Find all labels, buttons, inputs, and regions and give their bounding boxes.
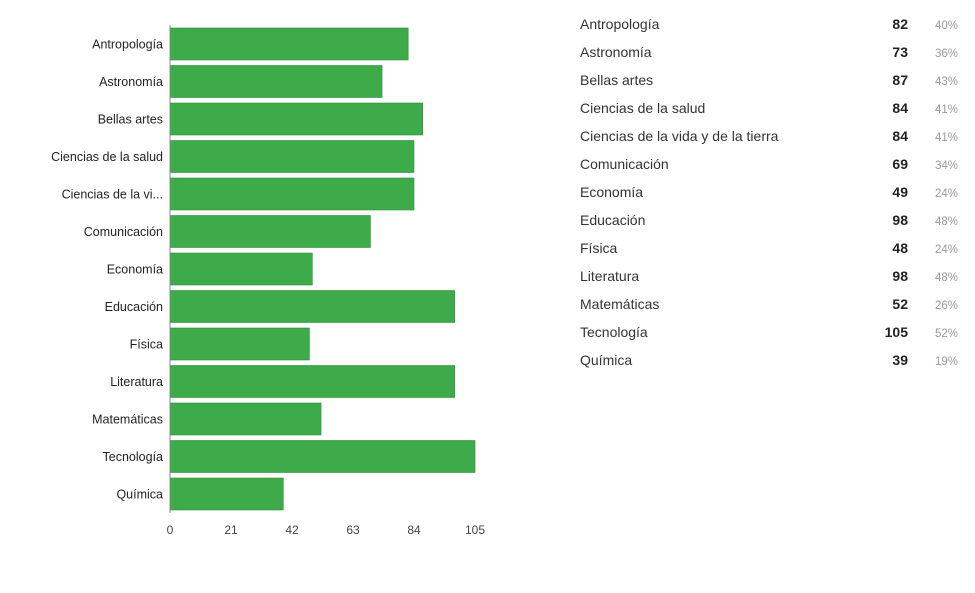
summary-count: 98 <box>892 268 908 284</box>
summary-percent: 48% <box>934 216 958 228</box>
category-label: Ciencias de la vi... <box>62 188 163 202</box>
summary-category-name: Química <box>580 352 633 368</box>
summary-category-name: Literatura <box>580 268 640 284</box>
summary-category-name: Bellas artes <box>580 72 654 88</box>
category-label: Educación <box>105 300 163 314</box>
summary-category-name: Economía <box>580 184 644 200</box>
bar <box>169 402 322 436</box>
summary-percent: 43% <box>934 76 958 88</box>
summary-percent: 26% <box>934 300 958 312</box>
summary-percent: 52% <box>934 328 958 340</box>
bar <box>169 215 371 248</box>
summary-percent: 19% <box>934 356 958 368</box>
summary-percent: 40% <box>934 20 958 32</box>
summary-count: 48 <box>892 240 908 256</box>
bar <box>169 290 455 323</box>
bar <box>169 477 284 511</box>
x-tick-label: 84 <box>407 523 421 537</box>
summary-percent: 41% <box>934 104 958 116</box>
summary-category-name: Ciencias de la vida y de la tierra <box>580 128 779 144</box>
category-label: Matemáticas <box>92 413 163 427</box>
bar <box>169 27 409 61</box>
bar <box>169 140 415 173</box>
bar <box>169 65 383 98</box>
summary-category-name: Matemáticas <box>580 296 660 312</box>
summary-count: 73 <box>892 44 908 60</box>
summary-count: 105 <box>884 324 908 340</box>
summary-row: Economía 49 24% <box>580 178 970 206</box>
summary-percent: 36% <box>934 48 958 60</box>
summary-row: Educación 98 48% <box>580 206 970 234</box>
summary-count: 84 <box>892 100 908 116</box>
bar <box>169 177 415 211</box>
category-label: Ciencias de la salud <box>51 150 163 164</box>
summary-row: Ciencias de la vida y de la tierra 84 41% <box>580 122 970 150</box>
summary-table: Antropología 82 40% Astronomía 73 36% Bellas a… <box>580 10 970 374</box>
summary-category-name: Física <box>580 240 618 256</box>
summary-category-name: Antropología <box>580 16 660 32</box>
summary-row: Astronomía 73 36% <box>580 38 970 66</box>
summary-row: Tecnología 105 52% <box>580 318 970 346</box>
category-label: Bellas artes <box>98 113 163 127</box>
summary-row: Ciencias de la salud 84 41% <box>580 94 970 122</box>
bar <box>169 327 310 361</box>
summary-percent: 24% <box>934 188 958 200</box>
summary-category-name: Tecnología <box>580 324 648 340</box>
summary-count: 98 <box>892 212 908 228</box>
summary-percent: 41% <box>934 132 958 144</box>
category-label: Literatura <box>110 375 163 389</box>
summary-row: Comunicación 69 34% <box>580 150 970 178</box>
summary-count: 82 <box>892 16 908 32</box>
summary-row: Química 39 19% <box>580 346 970 374</box>
x-tick-label: 0 <box>167 523 174 537</box>
x-tick-label: 105 <box>465 523 485 537</box>
bar <box>169 252 313 286</box>
summary-row: Antropología 82 40% <box>580 10 970 38</box>
category-label: Física <box>130 338 163 352</box>
category-label: Economía <box>107 263 163 277</box>
summary-category-name: Ciencias de la salud <box>580 100 706 116</box>
summary-count: 84 <box>892 128 908 144</box>
category-label: Comunicación <box>84 225 163 239</box>
summary-row: Bellas artes 87 43% <box>580 66 970 94</box>
category-label: Astronomía <box>99 75 163 89</box>
summary-count: 69 <box>892 156 908 172</box>
bar <box>169 365 455 398</box>
summary-count: 52 <box>892 296 908 312</box>
summary-row: Física 48 24% <box>580 234 970 262</box>
summary-percent: 48% <box>934 272 958 284</box>
summary-row: Matemáticas 52 26% <box>580 290 970 318</box>
summary-category-name: Comunicación <box>580 156 669 172</box>
category-label: Antropología <box>92 38 163 52</box>
summary-category-name: Educación <box>580 212 646 228</box>
category-label: Química <box>116 488 163 502</box>
x-tick-label: 63 <box>346 523 360 537</box>
category-label: Tecnología <box>103 450 164 464</box>
bar <box>169 440 476 473</box>
summary-percent: 34% <box>934 160 958 172</box>
summary-category-name: Astronomía <box>580 44 652 60</box>
bar <box>169 102 424 136</box>
summary-count: 49 <box>892 184 908 200</box>
x-tick-label: 42 <box>285 523 299 537</box>
summary-count: 87 <box>892 72 908 88</box>
summary-row: Literatura 98 48% <box>580 262 970 290</box>
x-tick-label: 21 <box>224 523 238 537</box>
bar-chart: Antropología Astronomía Bellas artes Cienci… <box>51 25 485 537</box>
summary-count: 39 <box>892 352 908 368</box>
summary-percent: 24% <box>934 244 958 256</box>
